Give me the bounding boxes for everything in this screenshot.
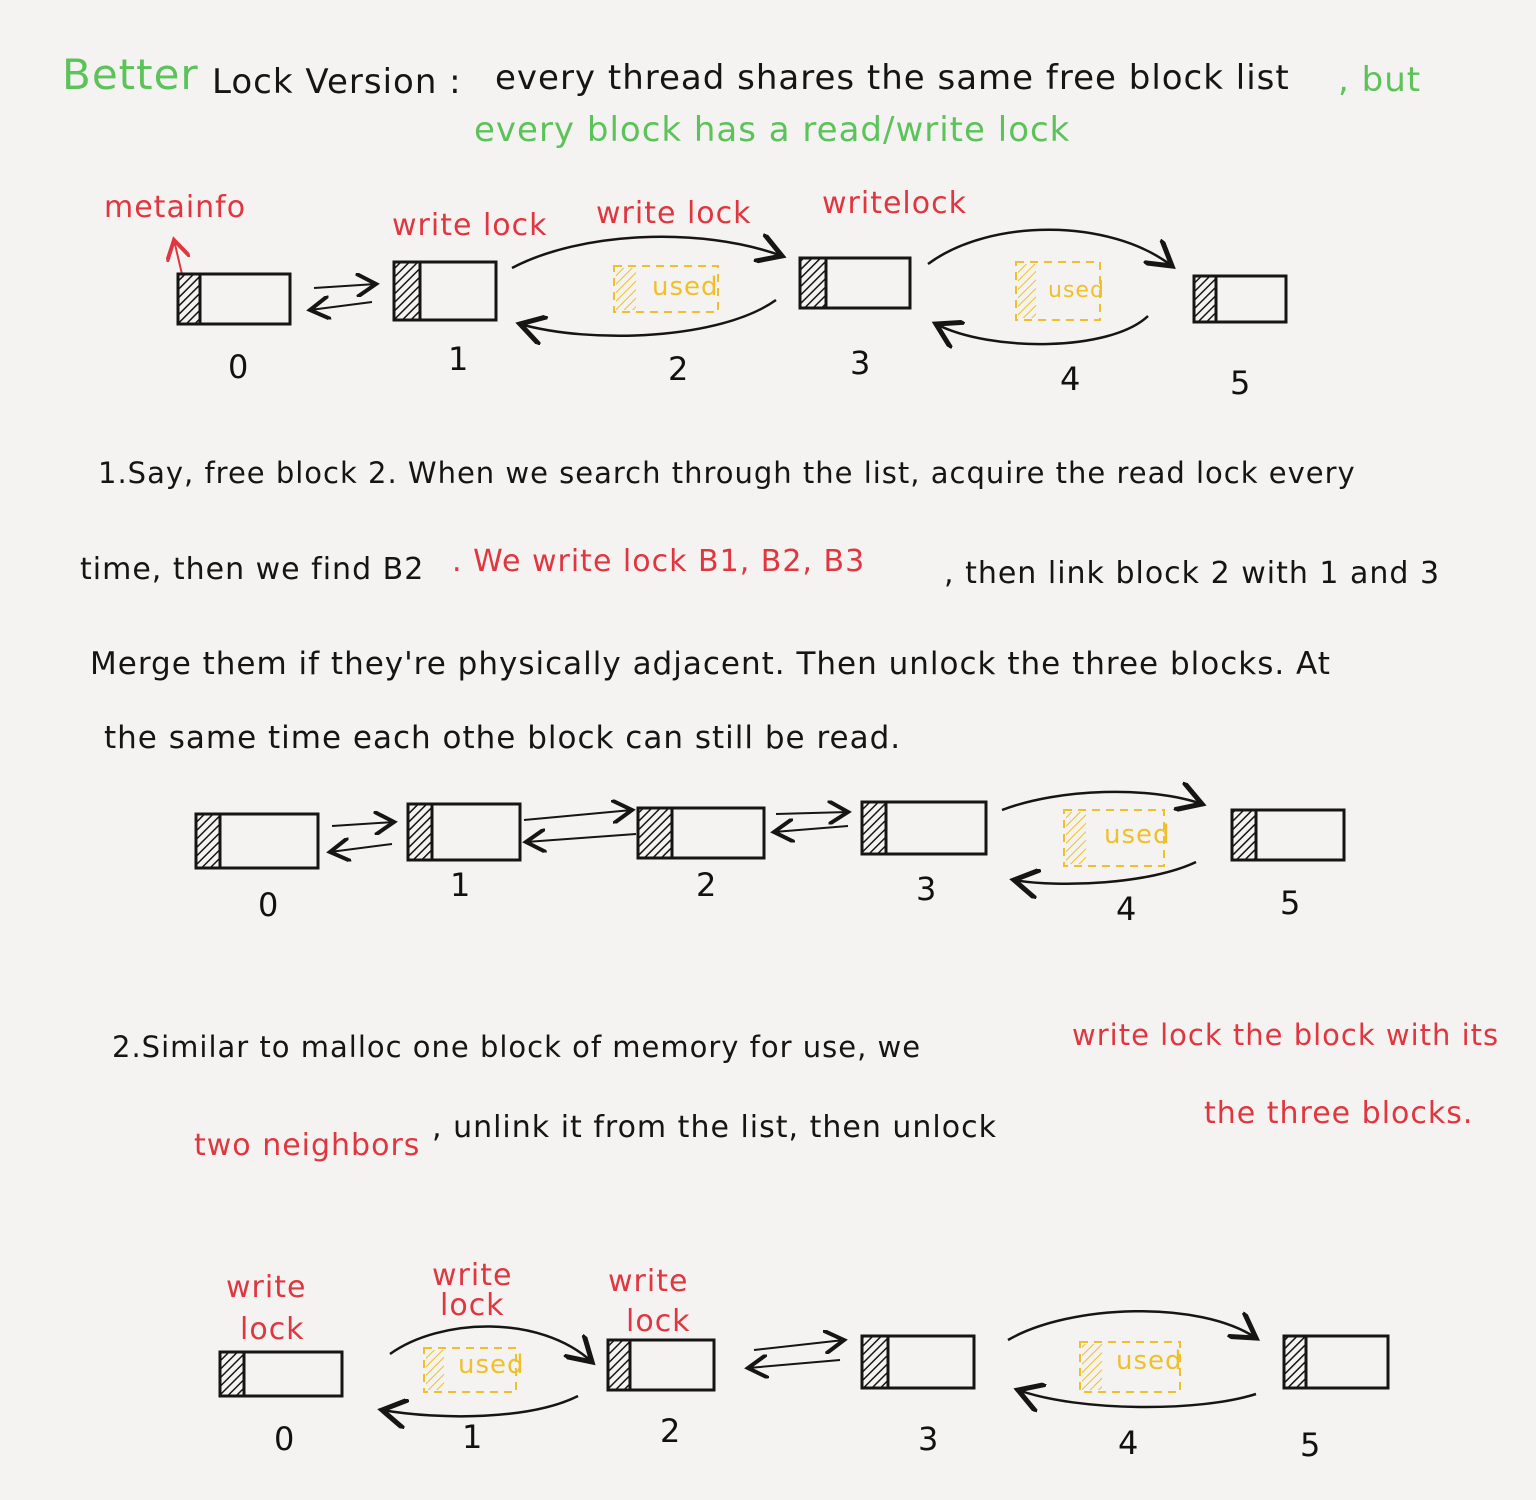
link-5-3-back — [936, 315, 1149, 344]
write-lock-label-1: write lock — [392, 208, 548, 243]
d2-link-1-2-fwd — [523, 810, 632, 820]
d1-number-5: 5 — [1230, 364, 1252, 402]
link-3-1-back — [520, 298, 777, 336]
d1-number-3: 3 — [850, 344, 872, 382]
d3-link-2-0-back — [382, 1394, 579, 1416]
block-0 — [176, 272, 292, 326]
d2-used-label: used — [1104, 820, 1171, 850]
d3-block-5 — [1282, 1334, 1390, 1390]
d2-block-4-used — [1063, 809, 1165, 867]
d3-used-label-b: used — [1116, 1346, 1183, 1376]
write-lock-label-2: write lock — [596, 196, 752, 231]
d3-used-label-a: used — [458, 1350, 525, 1380]
d1-number-4: 4 — [1060, 360, 1082, 398]
d3-write-lock-0-b: lock — [240, 1312, 305, 1347]
d2-link-1-0-back — [330, 844, 393, 852]
d2-link-2-1-back — [526, 834, 637, 842]
block-4-used — [1015, 261, 1101, 321]
d3-link-5-3-back — [1018, 1390, 1257, 1407]
d2-link-5-3-back — [1014, 860, 1197, 884]
d2-block-2 — [636, 806, 766, 860]
d1-number-1: 1 — [448, 340, 470, 378]
d3-write-lock-1-a: write — [432, 1258, 513, 1293]
d2-number-4: 4 — [1116, 890, 1138, 928]
d3-number-3: 3 — [918, 1420, 940, 1458]
link-3-5-forward — [927, 228, 1172, 266]
d2-block-3 — [860, 800, 988, 856]
d2-number-1: 1 — [450, 866, 472, 904]
d1-number-0: 0 — [228, 348, 250, 386]
d2-number-2: 2 — [696, 866, 718, 904]
d3-link-2-3-fwd — [753, 1340, 844, 1350]
title-but: , but — [1338, 60, 1422, 100]
d2-number-0: 0 — [258, 886, 280, 924]
d2-link-2-3-fwd — [775, 812, 848, 814]
link-1-3-forward — [511, 237, 782, 270]
para1-line1: 1.Say, free block 2. When we search thro… — [98, 456, 1356, 490]
block-3 — [798, 256, 912, 310]
d3-number-4: 4 — [1118, 1424, 1140, 1462]
d3-number-1: 1 — [462, 1418, 484, 1456]
title-better: Better — [62, 50, 199, 99]
used-label-b: used — [1048, 278, 1105, 303]
title-line2: every block has a read/write lock — [474, 110, 1071, 150]
para1-line2-red: . We write lock B1, B2, B3 — [452, 544, 866, 579]
d3-link-3-5-fwd — [1007, 1309, 1256, 1342]
d3-block-4-used — [1079, 1341, 1181, 1393]
d3-link-0-2-fwd — [389, 1325, 592, 1362]
metainfo-label: metainfo — [104, 190, 247, 225]
d3-write-lock-0-a: write — [226, 1270, 307, 1305]
used-label-a: used — [652, 272, 719, 302]
d3-link-3-2-back — [748, 1360, 841, 1368]
d3-block-2 — [606, 1338, 716, 1392]
block-5 — [1192, 274, 1288, 324]
d3-number-0: 0 — [274, 1420, 296, 1458]
d2-number-5: 5 — [1280, 884, 1302, 922]
diagram-1 — [0, 228, 1288, 420]
d3-block-1-used — [423, 1347, 517, 1393]
link-0-1-forward — [313, 284, 376, 288]
d2-link-3-5-fwd — [1001, 792, 1202, 810]
para1-line4: the same time each othe block can still … — [104, 720, 902, 756]
d1-number-2: 2 — [668, 350, 690, 388]
d3-block-0 — [218, 1350, 344, 1398]
write-lock-label-3: writelock — [822, 186, 967, 221]
para1-line2-b: , then link block 2 with 1 and 3 — [944, 556, 1441, 591]
d3-block-3 — [860, 1334, 976, 1390]
para2-line1-a: 2.Similar to malloc one block of memory … — [112, 1030, 922, 1064]
para2-line2-red-a: two neighbors — [194, 1128, 421, 1163]
d3-write-lock-2-a: write — [608, 1264, 689, 1299]
diagram-2 — [194, 780, 1346, 920]
block-2-used — [613, 265, 719, 313]
d3-number-5: 5 — [1300, 1426, 1322, 1464]
d3-number-2: 2 — [660, 1412, 682, 1450]
d2-number-3: 3 — [916, 870, 938, 908]
para2-line2-b: , unlink it from the list, then unlock — [432, 1110, 997, 1145]
d2-block-5 — [1230, 808, 1346, 862]
d2-block-0 — [194, 812, 320, 870]
title-shared-list: every thread shares the same free block … — [495, 58, 1290, 98]
para2-line2-red-c: the three blocks. — [1204, 1096, 1474, 1131]
d2-link-3-2-back — [774, 826, 849, 832]
block-1 — [392, 260, 498, 322]
d2-block-1 — [406, 802, 522, 862]
d3-write-lock-2-b: lock — [626, 1304, 691, 1339]
para1-line2-a: time, then we find B2 — [80, 552, 425, 587]
link-1-0-back — [310, 302, 373, 310]
d3-write-lock-1-b: lock — [440, 1288, 505, 1323]
title-lock-version: Lock Version : — [212, 62, 462, 102]
diagram-3 — [218, 1309, 1390, 1460]
para2-line1-red: write lock the block with its — [1072, 1018, 1500, 1052]
d2-link-0-1-fwd — [331, 822, 394, 826]
para1-line3: Merge them if they're physically adjacen… — [90, 646, 1331, 682]
